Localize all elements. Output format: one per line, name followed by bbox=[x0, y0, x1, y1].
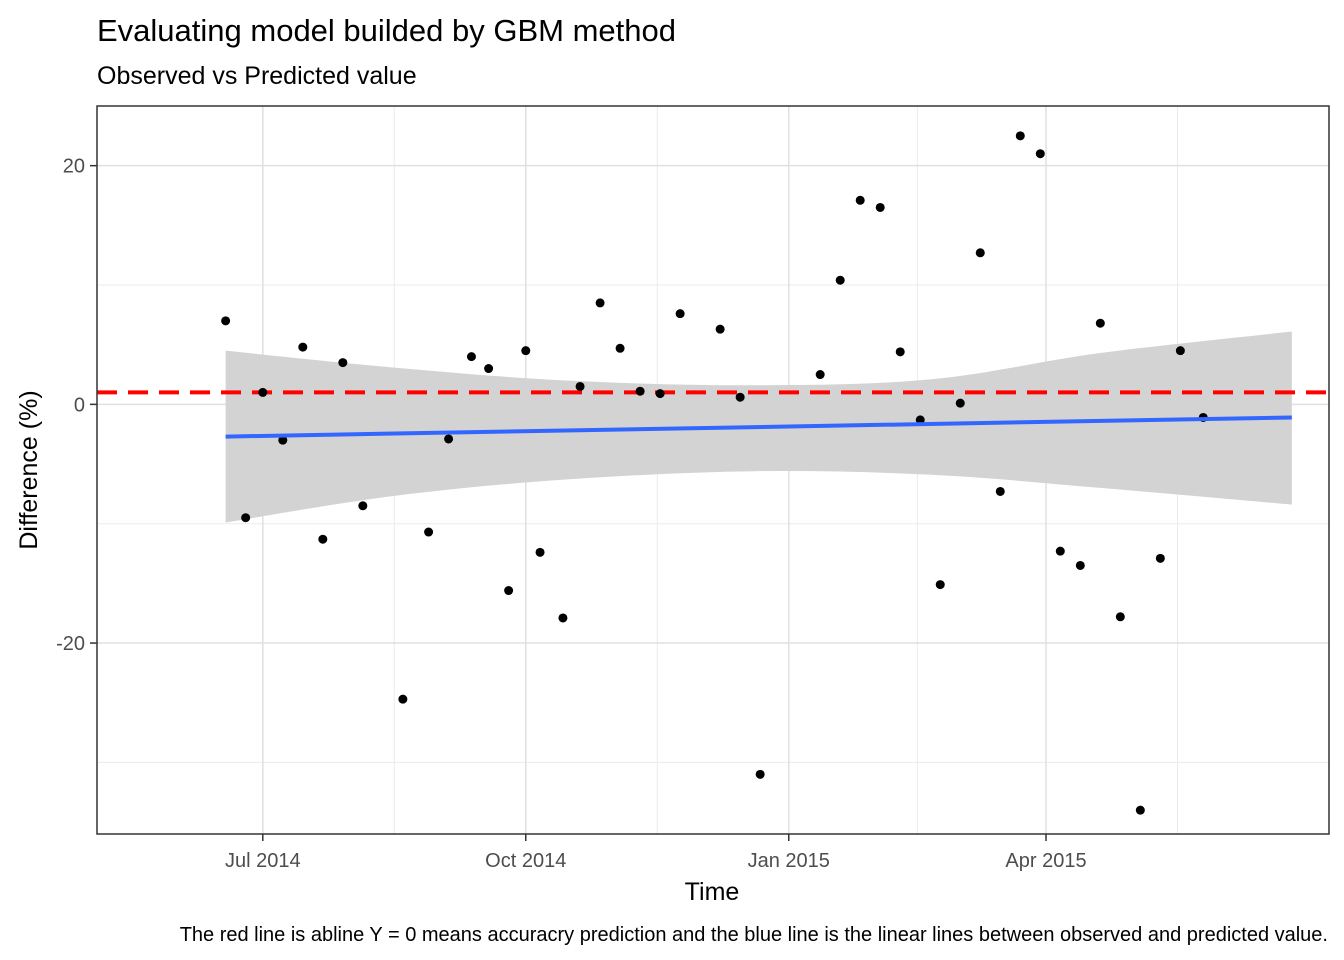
data-point bbox=[875, 202, 885, 212]
data-point bbox=[1155, 553, 1165, 563]
chart-caption: The red line is abline Y = 0 means accur… bbox=[180, 924, 1328, 946]
data-point bbox=[258, 387, 268, 397]
chart-subtitle: Observed vs Predicted value bbox=[97, 62, 417, 90]
data-point bbox=[466, 352, 476, 362]
data-point bbox=[1015, 131, 1025, 141]
data-point bbox=[358, 501, 368, 511]
data-point bbox=[975, 248, 985, 258]
data-point bbox=[398, 694, 408, 704]
y-tick-label: -20 bbox=[56, 633, 85, 655]
data-point bbox=[504, 586, 514, 596]
data-point bbox=[338, 358, 348, 368]
data-point bbox=[1035, 149, 1045, 159]
data-point bbox=[655, 389, 665, 399]
data-point bbox=[318, 534, 328, 544]
data-point bbox=[1115, 612, 1125, 622]
data-point bbox=[521, 346, 531, 356]
x-tick-label: Jan 2015 bbox=[748, 850, 830, 872]
y-tick-label: 20 bbox=[63, 156, 85, 178]
data-point bbox=[1075, 560, 1085, 570]
data-point bbox=[855, 195, 865, 205]
data-point bbox=[575, 381, 585, 391]
data-point bbox=[558, 613, 568, 623]
x-tick-label: Oct 2014 bbox=[485, 850, 566, 872]
x-tick-label: Apr 2015 bbox=[1005, 850, 1086, 872]
data-point bbox=[1135, 805, 1145, 815]
data-point bbox=[484, 364, 494, 374]
x-axis-label: Time bbox=[685, 878, 740, 906]
data-point bbox=[1095, 318, 1105, 328]
data-point bbox=[424, 527, 434, 537]
data-point bbox=[595, 298, 605, 308]
data-point bbox=[735, 392, 745, 402]
data-point bbox=[835, 275, 845, 285]
data-point bbox=[955, 398, 965, 408]
fit-line bbox=[225, 415, 1292, 439]
data-points bbox=[221, 131, 1208, 815]
data-point bbox=[241, 513, 251, 523]
data-point bbox=[1055, 546, 1065, 556]
data-point bbox=[278, 435, 288, 445]
x-tick-label: Jul 2014 bbox=[225, 850, 301, 872]
data-point bbox=[815, 370, 825, 380]
panel-border bbox=[96, 105, 1330, 835]
data-point bbox=[615, 343, 625, 353]
data-point bbox=[1175, 346, 1185, 356]
data-point bbox=[675, 309, 685, 319]
plot-panel bbox=[96, 105, 1330, 835]
x-axis-ticks: Jul 2014 Oct 2014 Jan 2015 Apr 2015 bbox=[225, 834, 1087, 872]
y-tick-label: 0 bbox=[74, 394, 85, 416]
data-point bbox=[535, 547, 545, 557]
data-point bbox=[221, 316, 231, 326]
data-point bbox=[935, 580, 945, 590]
data-point bbox=[635, 386, 645, 396]
y-axis-ticks: -20 0 20 bbox=[56, 156, 97, 655]
data-point bbox=[755, 769, 765, 779]
y-axis-label: Difference (%) bbox=[15, 390, 43, 549]
data-point bbox=[298, 342, 308, 352]
data-point bbox=[715, 324, 725, 334]
data-point bbox=[444, 434, 454, 444]
data-point bbox=[995, 486, 1005, 496]
chart-title: Evaluating model builded by GBM method bbox=[97, 13, 676, 48]
data-point bbox=[895, 347, 905, 357]
